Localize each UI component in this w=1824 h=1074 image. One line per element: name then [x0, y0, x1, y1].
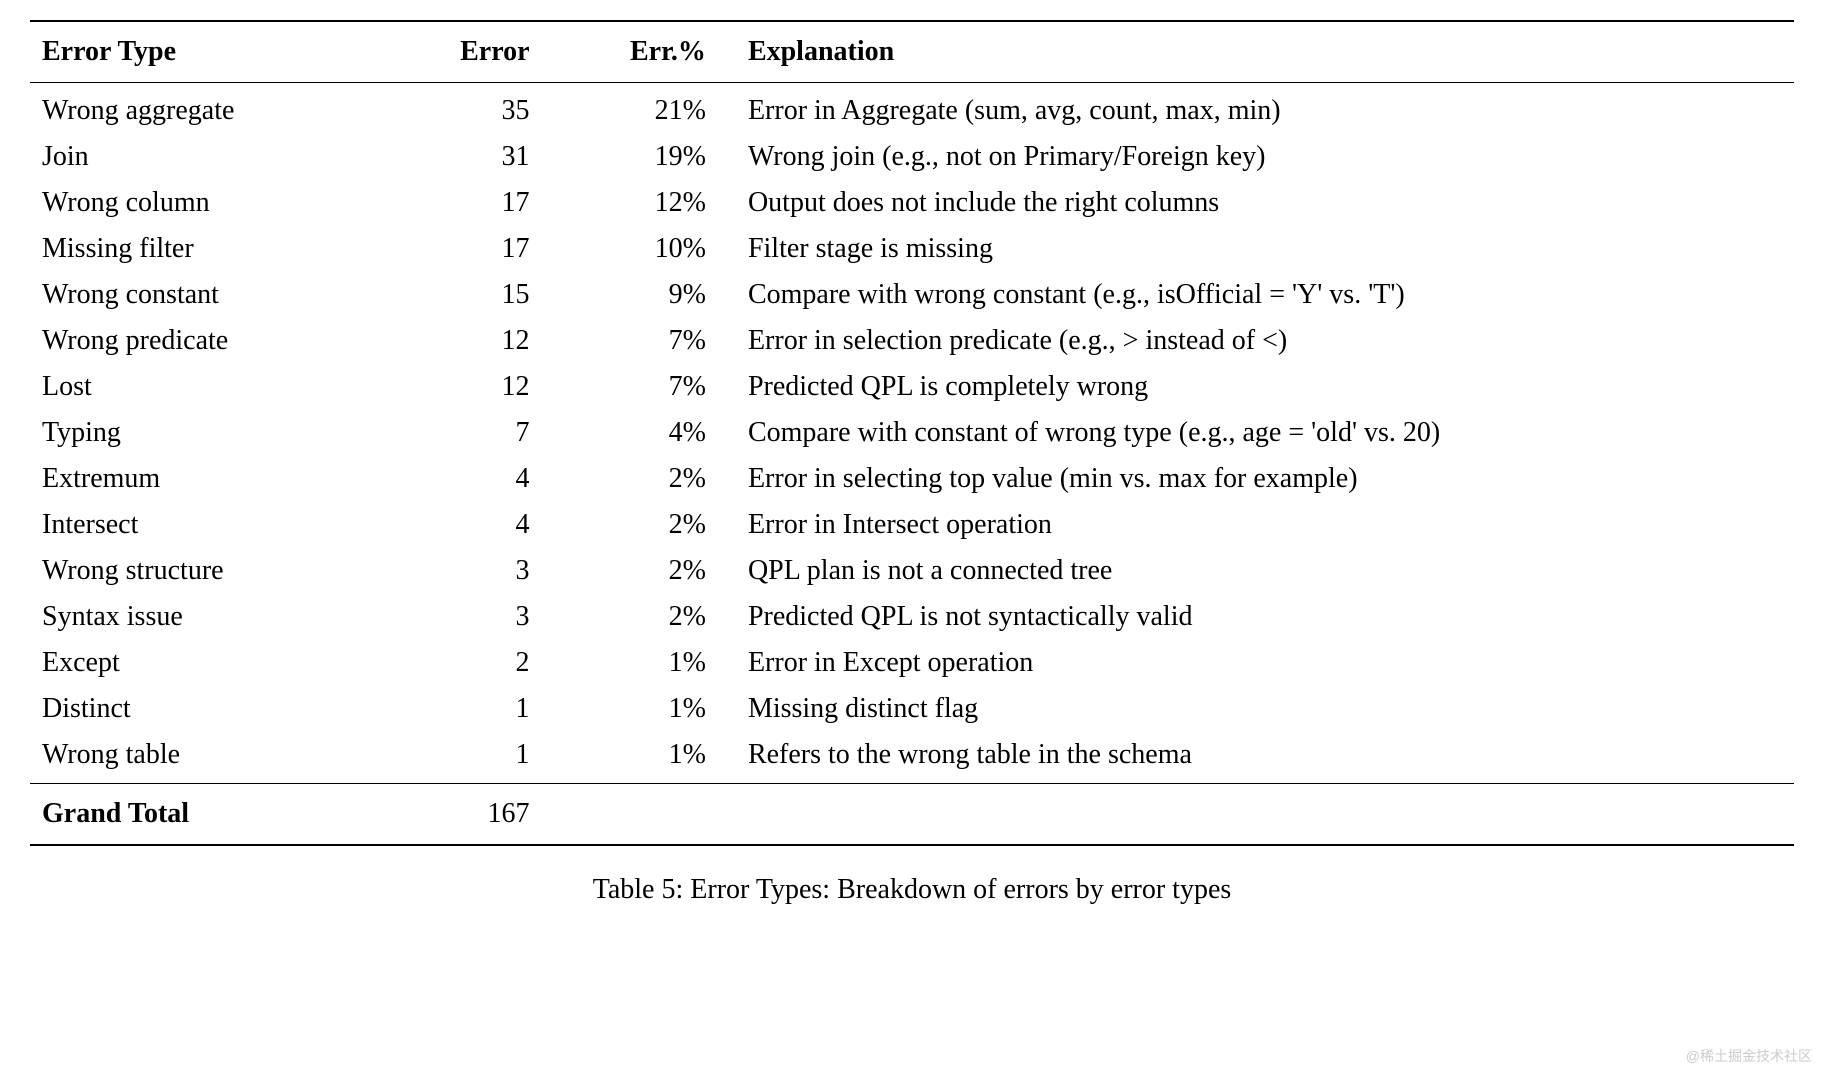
cell-explanation: Error in Except operation — [718, 640, 1794, 686]
cell-error-type: Wrong aggregate — [30, 83, 383, 135]
cell-error: 17 — [383, 180, 542, 226]
cell-explanation: Predicted QPL is completely wrong — [718, 364, 1794, 410]
table-footer-row: Grand Total 167 — [30, 784, 1794, 846]
cell-error: 1 — [383, 732, 542, 784]
cell-err-pct: 1% — [542, 686, 718, 732]
cell-error: 3 — [383, 594, 542, 640]
cell-explanation: Predicted QPL is not syntactically valid — [718, 594, 1794, 640]
cell-error-type: Missing filter — [30, 226, 383, 272]
cell-err-pct: 2% — [542, 594, 718, 640]
cell-error-type: Typing — [30, 410, 383, 456]
cell-error-type: Lost — [30, 364, 383, 410]
cell-error: 7 — [383, 410, 542, 456]
table-row: Wrong aggregate3521%Error in Aggregate (… — [30, 83, 1794, 135]
footer-label: Grand Total — [30, 784, 383, 846]
error-types-table-wrapper: Error Type Error Err.% Explanation Wrong… — [30, 20, 1794, 846]
header-explanation: Explanation — [718, 21, 1794, 83]
cell-error: 4 — [383, 456, 542, 502]
error-types-table: Error Type Error Err.% Explanation Wrong… — [30, 20, 1794, 846]
cell-error: 12 — [383, 318, 542, 364]
header-err-pct: Err.% — [542, 21, 718, 83]
cell-error: 2 — [383, 640, 542, 686]
cell-err-pct: 7% — [542, 364, 718, 410]
cell-error-type: Wrong column — [30, 180, 383, 226]
table-row: Except21%Error in Except operation — [30, 640, 1794, 686]
cell-explanation: Error in Aggregate (sum, avg, count, max… — [718, 83, 1794, 135]
cell-error: 4 — [383, 502, 542, 548]
cell-error: 15 — [383, 272, 542, 318]
table-row: Extremum42%Error in selecting top value … — [30, 456, 1794, 502]
cell-explanation: Missing distinct flag — [718, 686, 1794, 732]
cell-err-pct: 2% — [542, 548, 718, 594]
cell-error-type: Distinct — [30, 686, 383, 732]
header-error-type: Error Type — [30, 21, 383, 83]
table-row: Wrong structure32%QPL plan is not a conn… — [30, 548, 1794, 594]
table-row: Wrong predicate127%Error in selection pr… — [30, 318, 1794, 364]
table-row: Wrong table11%Refers to the wrong table … — [30, 732, 1794, 784]
cell-error: 35 — [383, 83, 542, 135]
cell-explanation: Compare with constant of wrong type (e.g… — [718, 410, 1794, 456]
header-error: Error — [383, 21, 542, 83]
cell-err-pct: 12% — [542, 180, 718, 226]
cell-err-pct: 2% — [542, 456, 718, 502]
cell-explanation: Error in selecting top value (min vs. ma… — [718, 456, 1794, 502]
cell-error: 1 — [383, 686, 542, 732]
cell-error-type: Wrong structure — [30, 548, 383, 594]
cell-explanation: Error in selection predicate (e.g., > in… — [718, 318, 1794, 364]
cell-err-pct: 19% — [542, 134, 718, 180]
watermark: @稀土掘金技术社区 — [1686, 1046, 1812, 1066]
cell-explanation: Error in Intersect operation — [718, 502, 1794, 548]
cell-explanation: Refers to the wrong table in the schema — [718, 732, 1794, 784]
table-row: Distinct11%Missing distinct flag — [30, 686, 1794, 732]
cell-err-pct: 1% — [542, 732, 718, 784]
table-row: Typing74%Compare with constant of wrong … — [30, 410, 1794, 456]
cell-err-pct: 10% — [542, 226, 718, 272]
cell-error-type: Wrong constant — [30, 272, 383, 318]
cell-err-pct: 4% — [542, 410, 718, 456]
cell-error: 17 — [383, 226, 542, 272]
cell-error-type: Intersect — [30, 502, 383, 548]
footer-total: 167 — [383, 784, 542, 846]
table-row: Join3119%Wrong join (e.g., not on Primar… — [30, 134, 1794, 180]
cell-err-pct: 21% — [542, 83, 718, 135]
cell-error-type: Except — [30, 640, 383, 686]
table-caption: Table 5: Error Types: Breakdown of error… — [30, 874, 1794, 906]
cell-error-type: Wrong predicate — [30, 318, 383, 364]
cell-explanation: Output does not include the right column… — [718, 180, 1794, 226]
footer-empty-explanation — [718, 784, 1794, 846]
table-row: Wrong column1712%Output does not include… — [30, 180, 1794, 226]
cell-error: 3 — [383, 548, 542, 594]
footer-empty-pct — [542, 784, 718, 846]
cell-error: 31 — [383, 134, 542, 180]
cell-explanation: Filter stage is missing — [718, 226, 1794, 272]
cell-error-type: Syntax issue — [30, 594, 383, 640]
cell-err-pct: 2% — [542, 502, 718, 548]
cell-err-pct: 9% — [542, 272, 718, 318]
cell-explanation: Wrong join (e.g., not on Primary/Foreign… — [718, 134, 1794, 180]
table-row: Wrong constant159%Compare with wrong con… — [30, 272, 1794, 318]
cell-err-pct: 7% — [542, 318, 718, 364]
table-row: Lost127%Predicted QPL is completely wron… — [30, 364, 1794, 410]
table-header-row: Error Type Error Err.% Explanation — [30, 21, 1794, 83]
cell-error-type: Extremum — [30, 456, 383, 502]
cell-err-pct: 1% — [542, 640, 718, 686]
cell-explanation: QPL plan is not a connected tree — [718, 548, 1794, 594]
table-row: Intersect42%Error in Intersect operation — [30, 502, 1794, 548]
table-body: Wrong aggregate3521%Error in Aggregate (… — [30, 83, 1794, 784]
cell-explanation: Compare with wrong constant (e.g., isOff… — [718, 272, 1794, 318]
cell-error: 12 — [383, 364, 542, 410]
table-row: Syntax issue32%Predicted QPL is not synt… — [30, 594, 1794, 640]
cell-error-type: Join — [30, 134, 383, 180]
cell-error-type: Wrong table — [30, 732, 383, 784]
table-row: Missing filter1710%Filter stage is missi… — [30, 226, 1794, 272]
